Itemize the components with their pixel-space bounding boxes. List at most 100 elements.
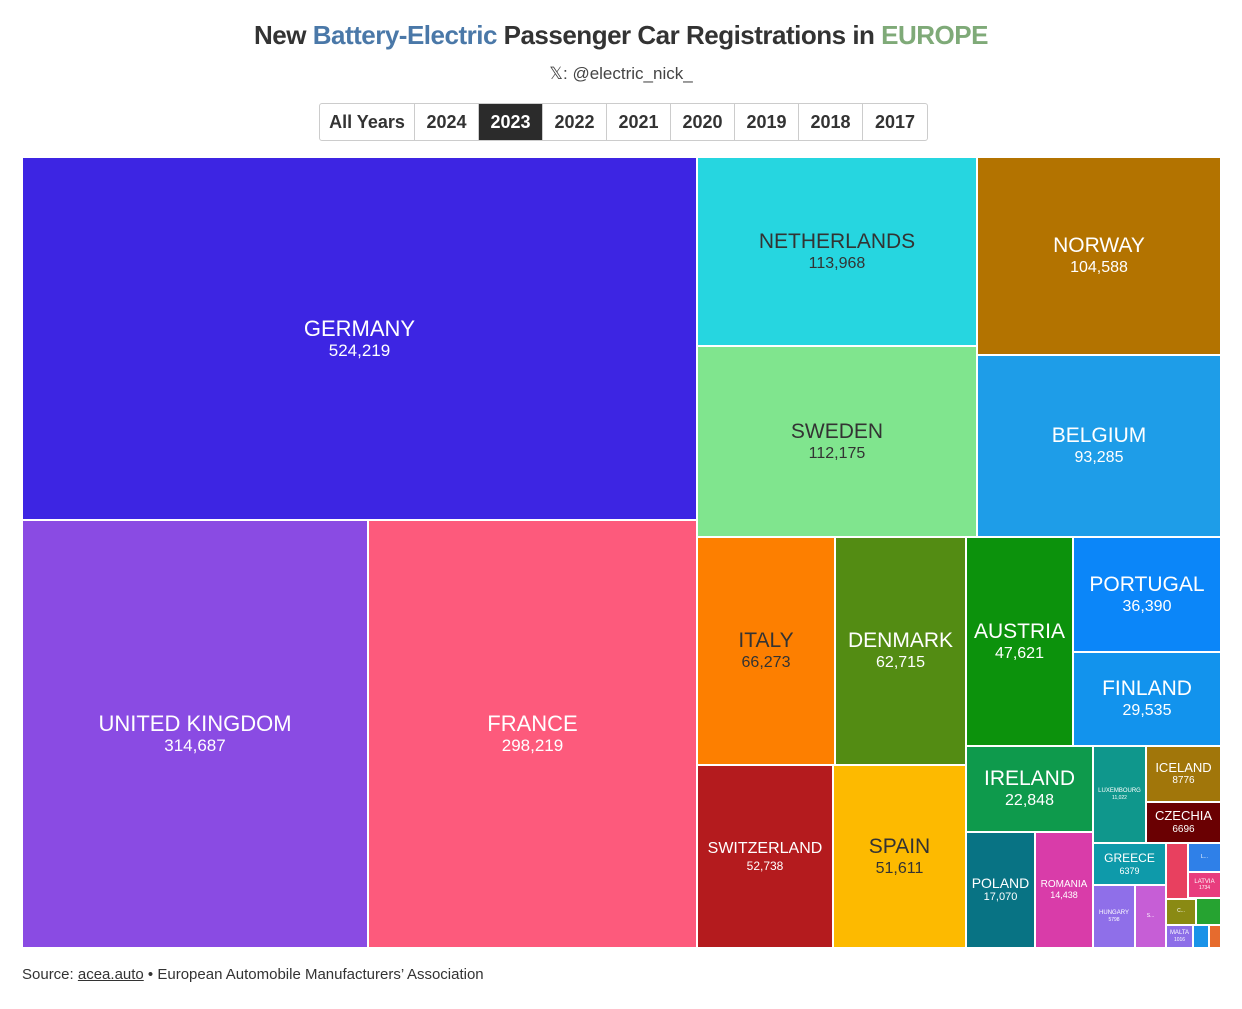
treemap-tile-unlabeled-30[interactable] [1209,925,1221,948]
tile-label: C... [1177,908,1185,915]
treemap-tile-norway[interactable]: NORWAY 104,588 [977,157,1221,355]
source-prefix: Source: [22,966,78,983]
tile-value: 8776 [1172,775,1195,787]
tile-value: 112,175 [808,444,866,462]
treemap-tile-l[interactable]: L... [1188,843,1221,872]
tab-2022[interactable]: 2022 [543,104,607,140]
tile-label: FRANCE [487,711,578,737]
tile-label: L... [1201,853,1208,860]
tile-value: 47,621 [995,644,1044,662]
tile-label: LATVIA [1194,878,1215,885]
chart-subtitle: 𝕏: @electric_nick_ [549,64,693,83]
tile-label: ITALY [738,629,794,653]
treemap-tile-united-kingdom[interactable]: UNITED KINGDOM 314,687 [22,520,368,948]
tile-value: 29,535 [1122,702,1172,720]
title-highlight-europe: EUROPE [881,20,988,50]
treemap-tile-italy[interactable]: ITALY 66,273 [697,537,835,765]
treemap-tile-hungary[interactable]: HUNGARY 5798 [1093,885,1135,948]
tile-value: 5798 [1108,916,1120,923]
treemap-tile-france[interactable]: FRANCE 298,219 [368,520,697,948]
tile-label: HUNGARY [1099,910,1129,917]
tile-label: DENMARK [847,629,953,653]
tab-2024[interactable]: 2024 [415,104,479,140]
treemap-tile-poland[interactable]: POLAND 17,070 [966,832,1035,948]
tile-label: GERMANY [303,315,416,341]
tile-label: UNITED KINGDOM [98,711,292,737]
tile-value: 6696 [1172,823,1195,835]
tile-label: CZECHIA [1154,808,1213,824]
treemap-tile-romania[interactable]: ROMANIA 14,438 [1035,832,1093,948]
title-part2: Passenger Car Registrations in [496,20,882,50]
tab-2018[interactable]: 2018 [799,104,863,140]
tile-value: 66,273 [741,654,791,672]
treemap-tile-czechia[interactable]: CZECHIA 6696 [1146,802,1221,843]
treemap-tile-greece[interactable]: GREECE 6379 [1093,843,1166,885]
treemap-tile-portugal[interactable]: PORTUGAL 36,390 [1073,537,1221,652]
tile-value: 14,438 [1050,890,1078,901]
tab-2023[interactable]: 2023 [479,104,543,140]
treemap-tile-sweden[interactable]: SWEDEN 112,175 [697,346,977,537]
tab-2020[interactable]: 2020 [671,104,735,140]
treemap-tile-spain[interactable]: SPAIN 51,611 [833,765,966,948]
tile-value: 51,611 [875,859,924,877]
tile-label: SWEDEN [790,419,884,443]
treemap-tile-ireland[interactable]: IRELAND 22,848 [966,746,1093,832]
tile-value: 113,968 [808,254,866,272]
treemap-tile-belgium[interactable]: BELGIUM 93,285 [977,355,1221,537]
treemap-tile-latvia[interactable]: LATVIA 1734 [1188,872,1221,898]
tile-value: 52,738 [746,858,784,873]
treemap-tile-finland[interactable]: FINLAND 29,535 [1073,652,1221,746]
treemap-tile-unlabeled-23[interactable] [1166,843,1188,899]
tab-2019[interactable]: 2019 [735,104,799,140]
treemap-tile-unlabeled-27[interactable] [1196,898,1221,925]
tile-label: ROMANIA [1040,878,1088,890]
tile-label: LUXEMBOURG [1098,788,1141,795]
tile-label: BELGIUM [1051,424,1147,448]
tab-2017[interactable]: 2017 [874,112,916,132]
title-highlight-battery-electric: Battery-Electric [312,20,498,50]
tab-all-years[interactable]: All Years [320,104,415,140]
treemap-tile-denmark[interactable]: DENMARK 62,715 [835,537,966,765]
tile-value: 314,687 [164,736,226,756]
source-note: Source: acea.auto • European Automobile … [22,966,484,983]
tile-label: SPAIN [868,834,931,858]
tile-label: IRELAND [983,767,1076,791]
tile-label: SWITZERLAND [707,840,823,858]
treemap-tile-s[interactable]: S... [1135,885,1166,948]
treemap-tile-unlabeled-29[interactable] [1193,925,1209,948]
tile-value: 11,022 [1112,794,1127,801]
chart-title: New Battery-Electric Passenger Car Regis… [0,20,1242,51]
tile-value: 6379 [1119,865,1140,876]
tile-label: AUSTRIA [973,619,1065,643]
treemap-tile-c[interactable]: C... [1166,899,1196,925]
tile-label: ICELAND [1155,759,1212,775]
tile-value: 36,390 [1122,597,1172,615]
tile-value: 298,219 [501,736,564,756]
tile-label: POLAND [971,875,1030,892]
treemap-tile-netherlands[interactable]: NETHERLANDS 113,968 [697,157,977,346]
treemap-tile-iceland[interactable]: ICELAND 8776 [1146,746,1221,802]
treemap-chart: GERMANY 524,219 UNITED KINGDOM 314,687 FRANC… [22,157,1221,948]
tile-value: 1016 [1173,936,1186,943]
source-suffix: • European Automobile Manufacturers’ Ass… [143,966,484,983]
title-part1: New [254,20,313,50]
tab-2021[interactable]: 2021 [607,104,671,140]
tile-value: 524,219 [328,340,391,360]
tile-value: 104,588 [1070,259,1128,277]
treemap-tile-germany[interactable]: GERMANY 524,219 [22,157,697,520]
tile-label: S... [1146,912,1155,919]
treemap-tile-switzerland[interactable]: SWITZERLAND 52,738 [697,765,833,948]
tile-value: 1734 [1198,885,1211,892]
tile-value: 93,285 [1074,449,1124,467]
treemap-tile-malta[interactable]: MALTA 1016 [1166,925,1193,948]
source-link[interactable]: acea.auto [77,966,144,983]
tile-label: NORWAY [1053,234,1145,258]
tile-label: MALTA [1169,930,1190,937]
year-selector: All Years 2024 2023 2022 2021 2020 2019 2018 201… [319,103,928,141]
tile-label: PORTUGAL [1089,572,1205,596]
treemap-tile-austria[interactable]: AUSTRIA 47,621 [966,537,1073,746]
tile-value: 22,848 [1005,792,1054,810]
treemap-tile-luxembourg[interactable]: LUXEMBOURG 11,022 [1093,746,1146,843]
tile-value: 62,715 [876,654,925,672]
tile-value: 17,070 [983,891,1018,904]
